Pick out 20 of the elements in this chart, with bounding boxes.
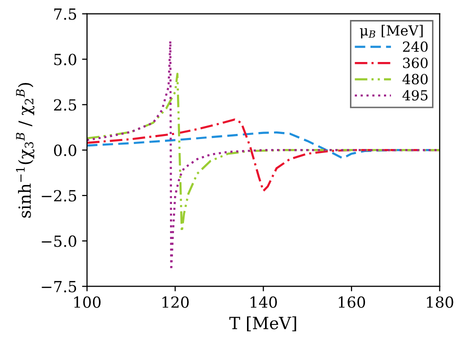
x-tick-label: 180 [426, 296, 454, 308]
legend-title: μ$_{B}$ [MeV] [360, 24, 423, 38]
x-tick-label: 100 [74, 296, 101, 308]
x-tick-label: 120 [162, 296, 189, 308]
x-tick-label: 160 [338, 296, 366, 308]
x-tick-label: 140 [250, 296, 277, 308]
y-tick-label: 5.0 [54, 54, 76, 66]
legend-label: 240 [403, 41, 428, 52]
y-tick-label: 7.5 [54, 8, 76, 20]
legend-label: 360 [403, 58, 428, 68]
y-tick-label: −7.5 [42, 281, 76, 292]
text: sinh$^{−1}$(χ$_{3}$$^{B}$ / χ$_{2}$$^{B}$) [16, 83, 34, 218]
x-axis-title: T [MeV] [229, 316, 296, 332]
legend-label: 495 [402, 90, 428, 101]
line-series [87, 72, 440, 233]
y-tick-label: 0.0 [54, 144, 76, 156]
legend-label: 480 [402, 74, 428, 84]
y-tick-label: 2.5 [54, 99, 76, 111]
y-tick-label: −2.5 [42, 190, 76, 202]
y-tick-label: −5.0 [42, 235, 76, 247]
